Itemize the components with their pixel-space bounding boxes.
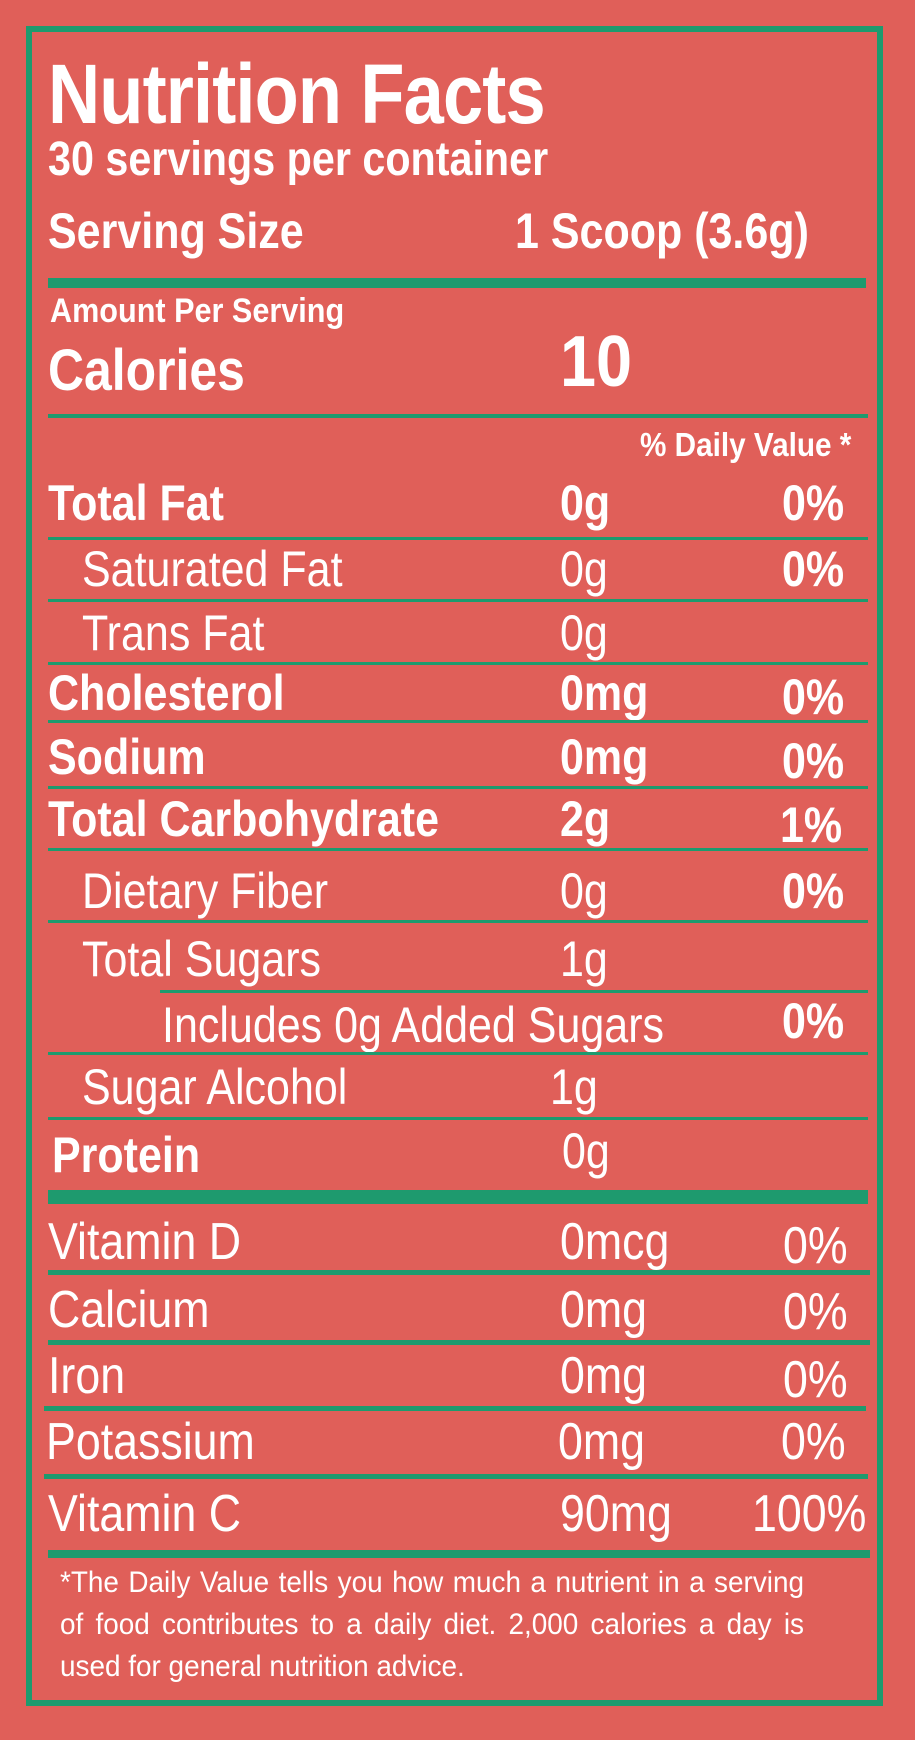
row-divider (44, 1474, 868, 1479)
nutrient-amount: 0mg (560, 729, 649, 785)
row-divider (48, 1340, 870, 1345)
vitamin-label: Calcium (48, 1281, 210, 1339)
daily-value-footnote: *The Daily Value tells you how much a nu… (60, 1566, 804, 1683)
vitamin-daily-value: 0% (783, 1283, 848, 1341)
nutrient-amount: 0g (560, 863, 608, 919)
serving-size-label: Serving Size (48, 203, 304, 259)
nutrient-daily-value: 0% (782, 863, 845, 919)
row-divider (48, 599, 868, 602)
nutrient-amount: 0mg (560, 665, 649, 721)
row-divider (48, 662, 868, 665)
row-divider (48, 848, 868, 851)
nutrient-amount: 1g (550, 1059, 598, 1115)
vitamin-label: Iron (48, 1347, 126, 1405)
row-divider (48, 720, 868, 723)
calories-label: Calories (48, 338, 245, 403)
row-divider (48, 1052, 868, 1055)
vitamin-label: Vitamin D (48, 1213, 242, 1271)
calories-divider (48, 414, 868, 418)
vitamin-label: Potassium (46, 1413, 255, 1471)
nutrient-label: Saturated Fat (82, 541, 343, 597)
nutrient-amount: 1g (560, 931, 608, 987)
calories-value: 10 (560, 322, 633, 402)
nutrient-label: Protein (52, 1127, 201, 1183)
nutrient-daily-value: 0% (782, 733, 845, 789)
label-title: Nutrition Facts (48, 47, 546, 141)
serving-size-value: 1 Scoop (3.6g) (515, 203, 809, 259)
nutrient-label: Total Fat (48, 475, 224, 531)
nutrient-label: Includes 0g Added Sugars (162, 997, 665, 1053)
nutrient-amount: 0g (560, 605, 608, 661)
nutrient-amount: 0g (560, 475, 611, 531)
vitamin-daily-value: 0% (783, 1351, 848, 1409)
vitamin-label: Vitamin C (48, 1485, 242, 1543)
nutrient-label: Total Sugars (82, 931, 322, 987)
nutrient-daily-value: 0% (782, 475, 845, 531)
thick-divider (48, 278, 866, 288)
vitamin-amount: 0mg (560, 1347, 647, 1405)
nutrient-daily-value: 0% (782, 541, 845, 597)
vitamin-amount: 90mg (560, 1485, 672, 1543)
vitamin-amount: 0mcg (560, 1213, 670, 1271)
amount-per-serving: Amount Per Serving (50, 292, 345, 330)
row-divider (48, 537, 868, 540)
nutrient-amount: 0g (560, 541, 608, 597)
thick-divider (48, 1190, 868, 1204)
nutrient-label: Sodium (48, 729, 206, 785)
row-divider (48, 1270, 870, 1275)
vitamin-daily-value: 100% (752, 1485, 867, 1543)
nutrient-label: Trans Fat (82, 605, 265, 661)
row-divider (48, 1117, 868, 1120)
daily-value-header: % Daily Value * (640, 426, 852, 463)
nutrient-daily-value: 1% (780, 797, 843, 853)
servings-per-container: 30 servings per container (48, 133, 549, 186)
thick-divider (48, 1550, 870, 1558)
nutrient-daily-value: 0% (782, 993, 845, 1049)
nutrient-label: Dietary Fiber (82, 863, 329, 919)
row-divider (160, 990, 868, 993)
row-divider (44, 1406, 866, 1411)
nutrient-amount: 0g (562, 1123, 610, 1179)
label-border (26, 26, 883, 1706)
row-divider (48, 786, 868, 789)
nutrient-daily-value: 0% (782, 669, 845, 725)
nutrient-label: Cholesterol (48, 665, 285, 721)
vitamin-daily-value: 0% (781, 1413, 846, 1471)
vitamin-amount: 0mg (560, 1281, 647, 1339)
vitamin-amount: 0mg (558, 1413, 645, 1471)
nutrient-label: Total Carbohydrate (48, 791, 440, 847)
nutrient-label: Sugar Alcohol (82, 1059, 348, 1115)
row-divider (48, 920, 868, 923)
vitamin-daily-value: 0% (783, 1217, 848, 1275)
nutrient-amount: 2g (560, 791, 611, 847)
